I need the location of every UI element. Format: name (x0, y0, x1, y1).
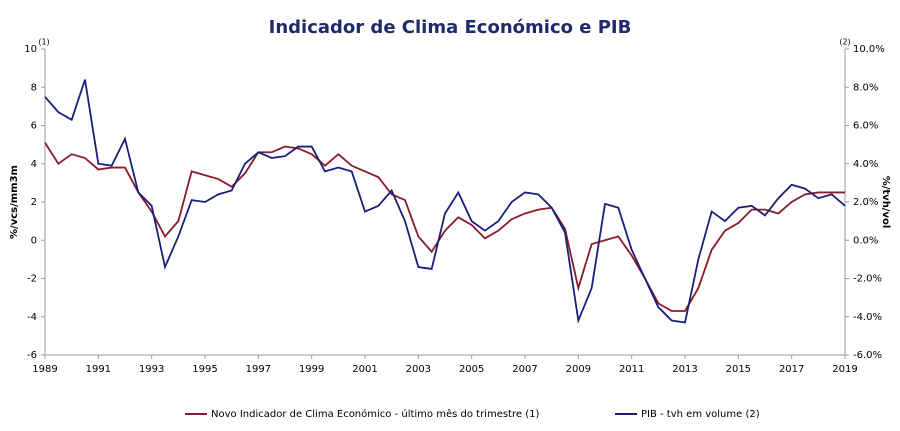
y2-tick-label: -4.0% (853, 312, 882, 323)
x-tick-label: 2003 (406, 364, 431, 375)
y-tick-label: 6 (31, 121, 37, 132)
y2-tick-label: -2.0% (853, 274, 882, 285)
y-tick-label: 10 (24, 44, 37, 55)
x-tick-label: 2007 (512, 364, 537, 375)
x-tick-label: 2017 (779, 364, 804, 375)
y-tick-label: 2 (31, 197, 37, 208)
x-tick-label: 2015 (726, 364, 751, 375)
y2-tick-label: 6.0% (853, 121, 878, 132)
y-tick-label: 8 (31, 82, 37, 93)
legend-label: Novo Indicador de Clima Económico - últi… (211, 408, 539, 420)
y2-tick-label: 8.0% (853, 82, 878, 93)
x-tick-label: 1991 (86, 364, 111, 375)
x-tick-label: 1995 (192, 364, 217, 375)
y2-tick-label: -6.0% (853, 350, 882, 361)
y2-axis-title: %/tvh/vol (880, 176, 891, 229)
chart-title: Indicador de Clima Económico e PIB (269, 17, 632, 38)
x-tick-label: 1997 (246, 364, 271, 375)
legend-label: PIB - tvh em volume (2) (641, 409, 760, 420)
y2-tick-label: 4.0% (853, 159, 878, 170)
y2-tick-label: 2.0% (853, 197, 878, 208)
x-tick-label: 2011 (619, 364, 644, 375)
y2-tick-label: 10.0% (853, 44, 885, 55)
series-line (44, 79, 846, 324)
y-tick-label: -4 (27, 312, 37, 323)
x-tick-label: 2013 (672, 364, 697, 375)
y-tick-label: 4 (31, 159, 37, 170)
x-tick-label: 2005 (459, 364, 484, 375)
x-tick-label: 1989 (32, 364, 57, 375)
y-tick-label: -6 (27, 350, 37, 361)
y-tick-label: 0 (31, 235, 37, 246)
series-line (44, 142, 845, 312)
y-tick-label: -2 (27, 274, 37, 285)
y2-tick-label: 0.0% (853, 235, 878, 246)
y2-note: (2) (839, 38, 850, 47)
x-tick-label: 2019 (832, 364, 857, 375)
x-tick-label: 1999 (299, 364, 324, 375)
x-tick-label: 1993 (139, 364, 164, 375)
y-axis-title: %/vcs/mm3m (9, 165, 20, 239)
x-tick-label: 2009 (566, 364, 591, 375)
x-tick-label: 2001 (352, 364, 377, 375)
y-note: (1) (38, 38, 49, 47)
